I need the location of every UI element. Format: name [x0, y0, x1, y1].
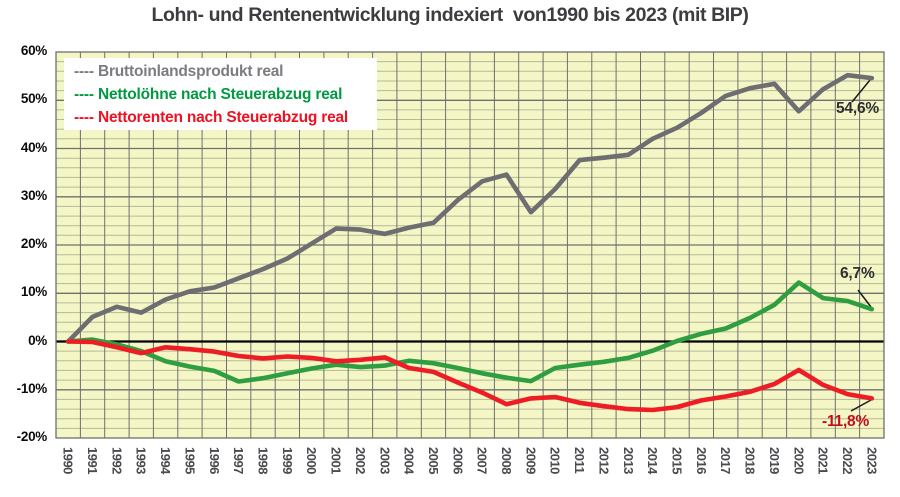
chart-title: Lohn- und Rentenentwicklung indexiert vo…	[151, 4, 749, 26]
series-line-2	[65, 339, 875, 413]
legend-item-2: ---- Nettorenten nach Steuerabzug real	[74, 109, 349, 126]
y-axis-label-50: 50%	[20, 91, 47, 107]
x-axis-label-1996: 1996	[207, 447, 222, 474]
annotation-leader-line	[857, 289, 872, 308]
y-axis-label-20: 20%	[20, 236, 47, 251]
y-axis-label-10: 10%	[20, 284, 47, 300]
annotation-2: -11,8%	[822, 413, 870, 430]
x-axis-label-1998: 1998	[256, 447, 271, 474]
y-axis-label-40: 40%	[20, 139, 47, 155]
annotation-leader-line	[851, 79, 871, 103]
x-axis-label-2003: 2003	[377, 447, 392, 474]
x-axis-label-2009: 2009	[523, 447, 538, 474]
x-axis-label-1991: 1991	[85, 447, 100, 474]
x-axis-label-2002: 2002	[353, 447, 368, 474]
plot-border	[55, 51, 885, 439]
x-axis-label-2012: 2012	[596, 447, 611, 474]
x-axis-label-2022: 2022	[840, 447, 855, 474]
y-axis-label-60: 60%	[20, 43, 47, 58]
legend-item-1: ---- Nettolöhne nach Steuerabzug real	[74, 86, 343, 103]
x-axis-label-2021: 2021	[816, 447, 831, 474]
legend-item-0: ---- Bruttoinlandsprodukt real	[74, 63, 284, 80]
x-axis-label-2019: 2019	[767, 447, 782, 474]
annotation-0: 54,6%	[836, 100, 879, 117]
x-axis-label-1999: 1999	[280, 447, 295, 474]
x-axis-label-2023: 2023	[864, 447, 879, 474]
x-axis-label-2001: 2001	[329, 447, 344, 474]
y-axis-label-30: 30%	[20, 187, 47, 203]
series-line-1	[65, 280, 875, 384]
legend: ---- Bruttoinlandsprodukt real ---- Netto…	[64, 58, 377, 130]
x-axis-label-2020: 2020	[791, 447, 806, 474]
x-axis-label-2005: 2005	[426, 447, 441, 474]
y-axis-label--10: -10%	[16, 380, 48, 396]
x-axis-label-2014: 2014	[645, 447, 660, 475]
annotation-leader-line	[850, 399, 872, 412]
x-axis-label-2013: 2013	[621, 447, 636, 474]
y-axis-label--20: -20%	[16, 429, 48, 444]
x-axis-label-2011: 2011	[572, 447, 587, 473]
x-axis-label-1992: 1992	[109, 447, 124, 474]
x-axis-label-2017: 2017	[718, 447, 733, 474]
x-axis-label-2006: 2006	[450, 447, 465, 474]
x-axis-label-2008: 2008	[499, 447, 514, 474]
y-axis-label-0: 0%	[28, 332, 47, 348]
x-axis-label-1990: 1990	[61, 447, 76, 474]
x-axis-label-2000: 2000	[304, 447, 319, 474]
annotation-1: 6,7%	[840, 265, 875, 282]
x-axis-label-1995: 1995	[182, 447, 197, 474]
x-axis-label-1993: 1993	[134, 447, 149, 474]
x-axis-label-2018: 2018	[743, 447, 758, 474]
series-line-0	[65, 72, 875, 344]
x-axis-label-2010: 2010	[548, 447, 563, 474]
x-axis-label-2004: 2004	[402, 447, 417, 475]
x-axis-label-2007: 2007	[475, 447, 490, 474]
x-axis-label-2016: 2016	[694, 447, 709, 474]
x-axis-label-2015: 2015	[670, 447, 685, 474]
x-axis-label-1994: 1994	[158, 447, 173, 475]
x-axis-label-1997: 1997	[231, 447, 246, 474]
